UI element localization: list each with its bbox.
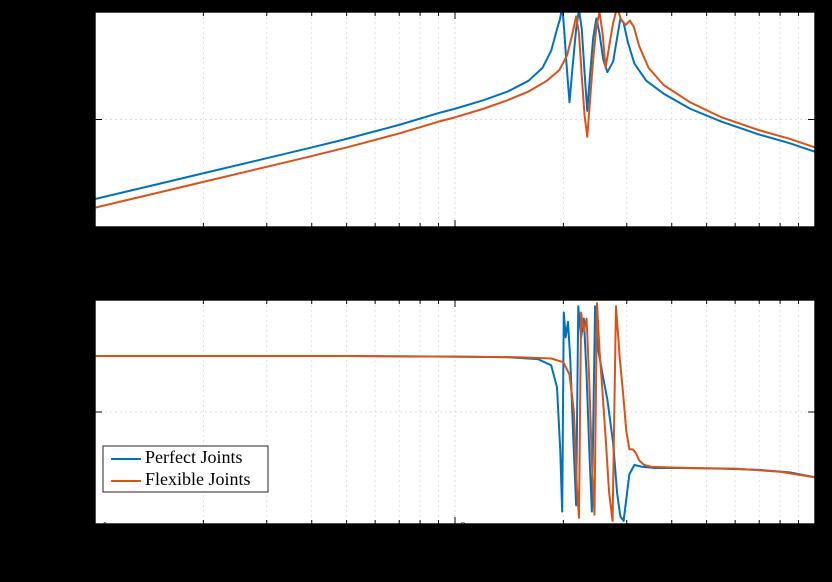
ytick-label: 180: [63, 291, 87, 308]
ytick-label: 0: [79, 403, 87, 420]
legend-label-perfect: Perfect Joints: [145, 447, 242, 467]
y-axis-label-phase: Phase [deg]: [24, 370, 44, 454]
ytick-label: 0: [79, 3, 87, 20]
ytick-label: -50: [66, 110, 87, 127]
ytick-label: -100: [58, 218, 87, 235]
y-axis-label-magnitude: Magnitude [dB]: [24, 62, 44, 177]
legend: Perfect JointsFlexible Joints: [103, 446, 268, 492]
x-axis-label: Frequency [Hz]: [398, 548, 511, 568]
ytick-label: -180: [58, 515, 87, 532]
legend-label-flexible: Flexible Joints: [145, 469, 251, 489]
